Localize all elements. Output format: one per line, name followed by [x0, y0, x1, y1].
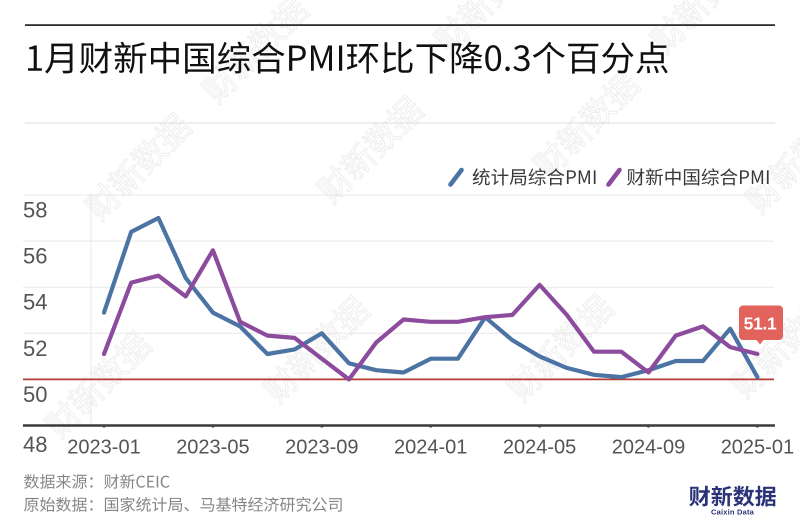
svg-text:2024-09: 2024-09 — [612, 437, 685, 459]
svg-text:2025-01: 2025-01 — [721, 437, 794, 459]
svg-text:50: 50 — [23, 382, 47, 407]
svg-text:48: 48 — [23, 432, 47, 457]
svg-text:56: 56 — [23, 244, 47, 269]
svg-text:Caixin Data: Caixin Data — [711, 508, 755, 517]
svg-text:2023-09: 2023-09 — [285, 437, 358, 459]
svg-text:2023-01: 2023-01 — [67, 437, 140, 459]
svg-text:58: 58 — [23, 198, 47, 223]
svg-text:52: 52 — [23, 336, 47, 361]
svg-text:2023-05: 2023-05 — [176, 437, 249, 459]
svg-text:2024-05: 2024-05 — [503, 437, 576, 459]
svg-text:2024-01: 2024-01 — [394, 437, 467, 459]
svg-text:51.1: 51.1 — [744, 314, 777, 334]
svg-text:54: 54 — [23, 290, 47, 315]
